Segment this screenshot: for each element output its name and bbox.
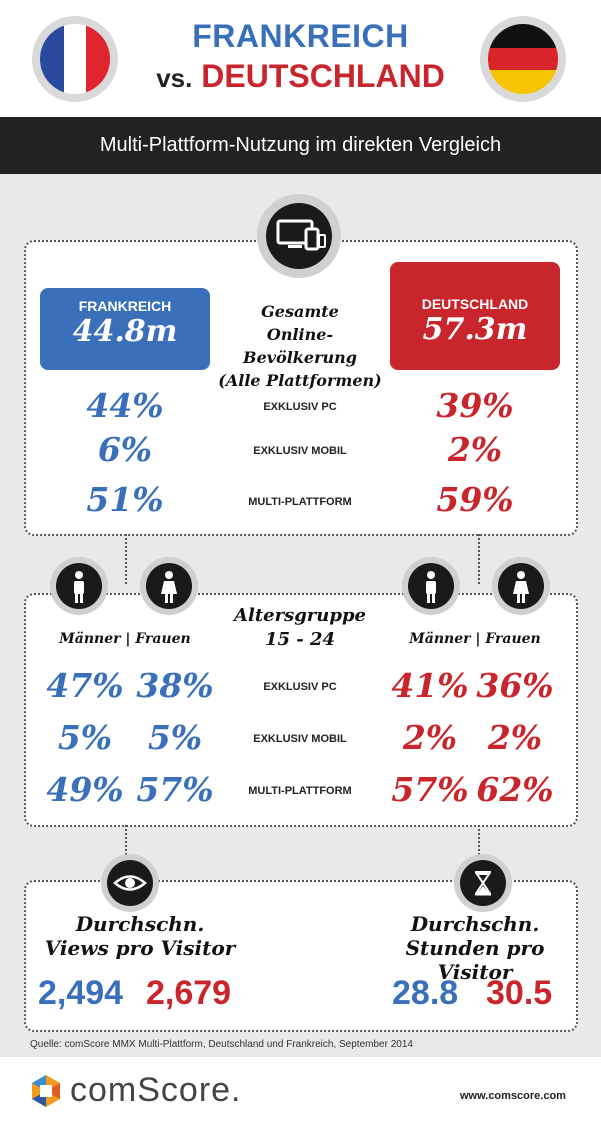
germany-mobile-value: 2%: [447, 430, 503, 469]
population-caption-line3: (Alle Plattformen): [218, 371, 382, 390]
germany-flag-icon: [480, 16, 566, 102]
france-population-box: FRANKREICH 44.8m: [40, 288, 210, 370]
germany-women-mobile: 2%: [487, 718, 543, 757]
views-germany: 2,679: [146, 974, 232, 1012]
france-women-mobile: 5%: [147, 718, 203, 757]
france-women-multi: 57%: [136, 770, 214, 809]
france-pc-value: 44%: [86, 386, 164, 425]
france-multi-value: 51%: [86, 480, 164, 519]
germany-gender-header: Männer | Frauen: [409, 631, 541, 647]
female-icon: [492, 557, 550, 615]
row-label-pc: EXKLUSIV PC: [263, 401, 337, 413]
france-men-multi: 49%: [46, 770, 124, 809]
germany-population-value: 57.3m: [422, 312, 528, 347]
germany-pc-value: 39%: [436, 386, 514, 425]
female-icon: [140, 557, 198, 615]
title-germany: DEUTSCHLAND: [201, 58, 445, 94]
france-flag-icon: [32, 16, 118, 102]
devices-icon: [257, 194, 341, 278]
germany-women-pc: 36%: [476, 666, 554, 705]
row-label-mobile: EXKLUSIV MOBIL: [253, 445, 347, 457]
population-caption-line2: Online-Bevölkerung: [243, 325, 357, 367]
germany-population-box: DEUTSCHLAND 57.3m: [390, 262, 560, 370]
title-france: FRANKREICH: [192, 18, 409, 54]
subtitle-bar: Multi-Plattform-Nutzung im direkten Verg…: [0, 117, 601, 174]
hourglass-icon: [454, 854, 512, 912]
connector-line: [125, 534, 127, 584]
hours-germany: 30.5: [486, 974, 553, 1012]
france-gender-header: Männer | Frauen: [59, 631, 191, 647]
footer-url[interactable]: www.comscore.com: [460, 1090, 566, 1102]
hours-title-line2: Stunden pro Visitor: [405, 936, 545, 984]
connector-line: [125, 825, 127, 855]
hours-france: 28.8: [392, 974, 459, 1012]
age-label-multi: MULTI-PLATTFORM: [248, 785, 352, 797]
views-title-line2: Views pro Visitor: [44, 936, 236, 960]
row-label-multi: MULTI-PLATTFORM: [248, 496, 352, 508]
population-caption: Gesamte Online-Bevölkerung (Alle Plattfo…: [210, 300, 390, 392]
eye-icon: [101, 854, 159, 912]
connector-line: [478, 825, 480, 855]
germany-population-label: DEUTSCHLAND: [421, 296, 529, 312]
vs-label: vs.: [156, 63, 193, 93]
title-germany-line: vs. DEUTSCHLAND: [0, 58, 601, 95]
germany-multi-value: 59%: [436, 480, 514, 519]
age-label-mobile: EXKLUSIV MOBIL: [253, 733, 347, 745]
germany-men-multi: 57%: [391, 770, 469, 809]
germany-men-mobile: 2%: [402, 718, 458, 757]
population-caption-line1: Gesamte: [261, 302, 339, 321]
age-card: [24, 593, 578, 827]
france-men-mobile: 5%: [57, 718, 113, 757]
france-population-value: 44.8m: [72, 314, 178, 349]
france-women-pc: 38%: [136, 666, 214, 705]
germany-men-pc: 41%: [391, 666, 469, 705]
connector-line: [478, 534, 480, 584]
france-mobile-value: 6%: [97, 430, 153, 469]
source-note: Quelle: comScore MMX Multi-Plattform, De…: [30, 1039, 413, 1050]
views-title: Durchschn. Views pro Visitor: [40, 912, 240, 960]
views-title-line1: Durchschn.: [75, 912, 205, 936]
views-france: 2,494: [38, 974, 124, 1012]
comscore-logo-icon: [28, 1073, 64, 1109]
age-label-pc: EXKLUSIV PC: [263, 681, 337, 693]
hours-title-line1: Durchschn.: [410, 912, 540, 936]
age-title: Altersgruppe 15 - 24: [210, 604, 390, 652]
france-men-pc: 47%: [46, 666, 124, 705]
france-population-label: FRANKREICH: [78, 298, 172, 314]
germany-women-multi: 62%: [476, 770, 554, 809]
subtitle: Multi-Plattform-Nutzung im direkten Verg…: [99, 134, 502, 156]
male-icon: [402, 557, 460, 615]
hours-title: Durchschn. Stunden pro Visitor: [370, 912, 580, 984]
age-title-line1: Altersgruppe: [234, 605, 366, 626]
age-title-line2: 15 - 24: [264, 629, 336, 650]
male-icon: [50, 557, 108, 615]
comscore-brand: comScore.: [70, 1071, 242, 1109]
